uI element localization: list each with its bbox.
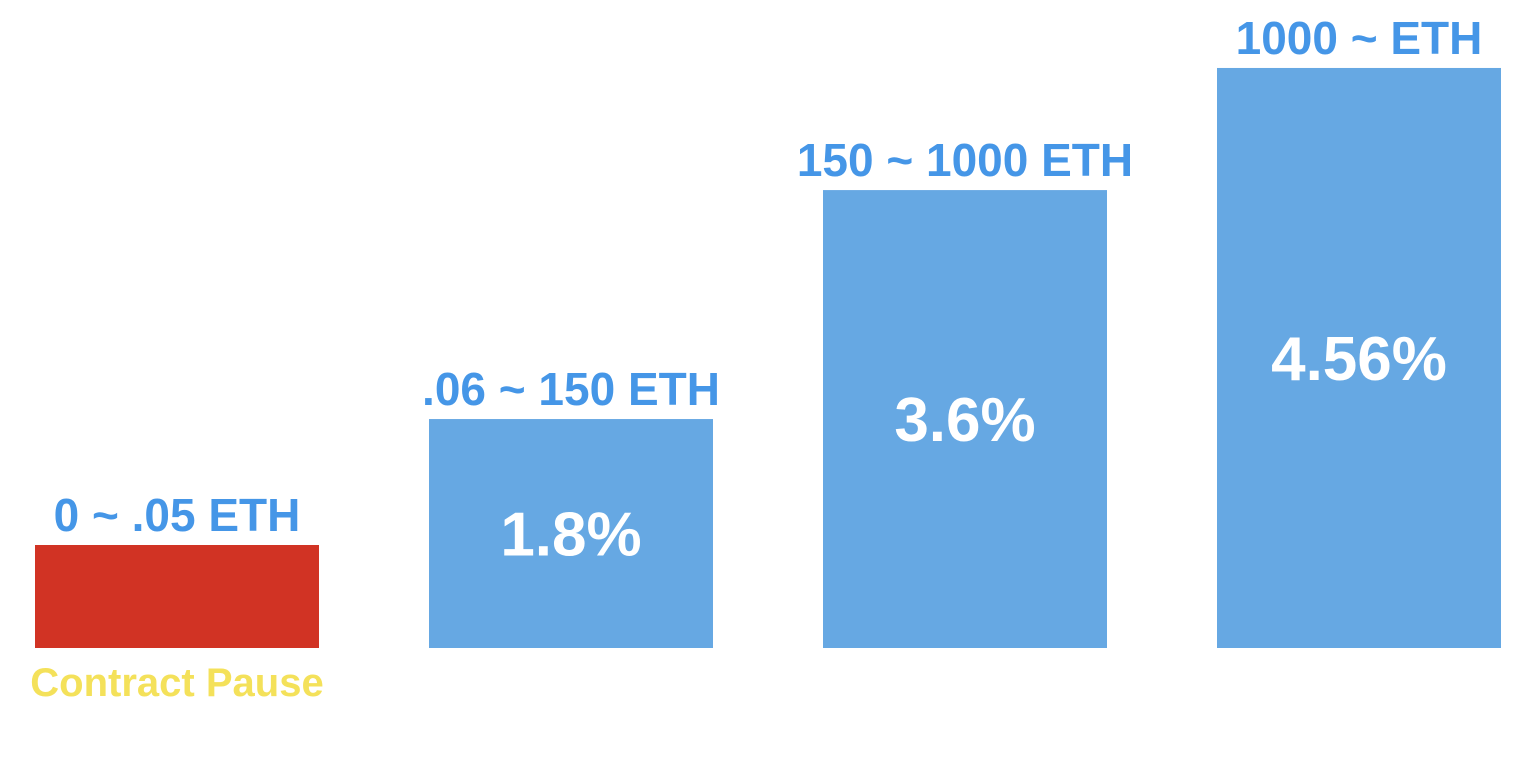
value-label-3: 3.6% (894, 386, 1035, 455)
bar-4 (1217, 67, 1501, 648)
value-label-2: 1.8% (500, 501, 641, 570)
range-label-1: 0 ~ .05 ETH (54, 489, 301, 541)
value-labels-group: 1.8% 3.6% 4.56% (500, 325, 1447, 570)
range-labels-group: 0 ~ .05 ETH .06 ~ 150 ETH 150 ~ 1000 ETH 10… (54, 12, 1483, 541)
annotations-group: Contract Pause (30, 661, 323, 705)
bar-1 (35, 545, 319, 648)
bar-2 (429, 419, 713, 648)
value-label-4: 4.56% (1271, 325, 1447, 394)
bars-group (35, 67, 1501, 648)
range-label-2: .06 ~ 150 ETH (422, 363, 720, 415)
contract-pause-note: Contract Pause (30, 661, 323, 705)
range-label-4: 1000 ~ ETH (1236, 12, 1483, 64)
range-label-3: 150 ~ 1000 ETH (797, 134, 1133, 186)
bar-3 (823, 190, 1107, 648)
